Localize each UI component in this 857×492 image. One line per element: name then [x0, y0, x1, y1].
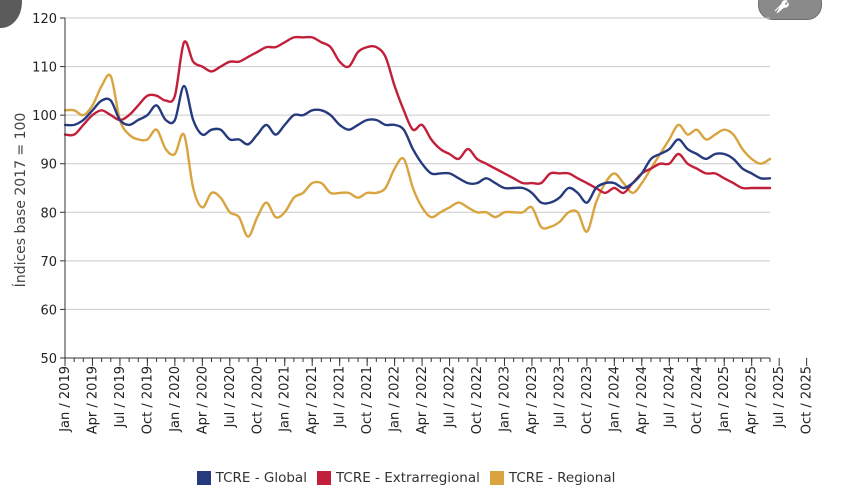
x-tick-label: Jan / 2020 — [168, 366, 183, 433]
y-tick-label: 60 — [40, 303, 57, 318]
series-line-tcre-extrarregional[interactable] — [63, 35, 772, 195]
x-tick-label: Apr / 2020 — [195, 366, 210, 434]
line-chart: 50 60 70 80 90 100 110 120 Jan / 2019 Apr / 2019… — [12, 12, 815, 434]
legend-label-extrarregional: TCRE - Extrarregional — [335, 470, 480, 486]
x-tick-label: Apr / 2024 — [635, 366, 650, 434]
x-tick-label: Jan / 2024 — [607, 366, 622, 433]
x-tick-label: Jan / 2022 — [388, 366, 403, 433]
x-tick-label: Oct / 2019 — [140, 366, 155, 434]
x-tick-label: Oct / 2024 — [690, 366, 705, 434]
legend-label-global: TCRE - Global — [215, 470, 307, 486]
x-tick-label: Jul / 2023 — [552, 366, 567, 428]
y-tick-label: 120 — [32, 12, 57, 27]
y-tick-label: 90 — [40, 158, 57, 173]
x-tick-label: Jul / 2019 — [113, 366, 128, 428]
tools-button[interactable] — [758, 0, 822, 20]
x-tick-label: Apr / 2022 — [415, 366, 430, 434]
x-tick-label: Apr / 2019 — [85, 366, 100, 434]
legend-swatch-global — [196, 471, 211, 485]
x-tick-label: Oct / 2021 — [360, 366, 375, 434]
series-lines — [63, 35, 772, 238]
x-tick-label: Oct / 2023 — [580, 366, 595, 434]
x-axis-ticks: Jan / 2019 Apr / 2019 Jul / 2019 Oct / 2019… — [58, 358, 815, 434]
x-tick-label: Oct / 2022 — [470, 366, 485, 434]
x-tick-label: Apr / 2023 — [525, 366, 540, 434]
x-tick-label: Jan / 2021 — [278, 366, 293, 433]
legend: TCRE - Global TCRE - Extrarregional TCRE… — [0, 470, 812, 486]
axes — [64, 18, 770, 359]
x-tick-label: Jul / 2024 — [662, 366, 677, 428]
y-tick-label: 70 — [40, 255, 57, 270]
legend-item-global[interactable]: TCRE - Global — [196, 470, 307, 486]
y-tick-label: 80 — [40, 206, 57, 221]
x-tick-label: Apr / 2025 — [745, 366, 760, 434]
x-tick-label: Jan / 2023 — [497, 366, 512, 433]
y-tick-label: 110 — [32, 61, 57, 76]
legend-item-extrarregional[interactable]: TCRE - Extrarregional — [316, 470, 480, 486]
x-tick-label: Jul / 2020 — [223, 366, 238, 428]
x-tick-label: Jul / 2022 — [443, 366, 458, 428]
x-tick-label: Jan / 2019 — [58, 366, 73, 433]
grid-lines — [65, 17, 770, 359]
y-tick-label: 50 — [40, 352, 57, 367]
y-tick-label: 100 — [32, 109, 57, 124]
wrench-icon — [774, 0, 789, 13]
x-tick-label: Jul / 2025 — [772, 366, 787, 428]
series-line-tcre-global[interactable] — [63, 84, 772, 205]
x-tick-label: Jan / 2025 — [717, 366, 732, 433]
x-tick-label: Oct / 2020 — [250, 366, 265, 434]
legend-label-regional: TCRE - Regional — [508, 470, 616, 486]
y-axis-label: Índices base 2017 = 100 — [12, 113, 29, 288]
y-axis-ticks: 50 60 70 80 90 100 110 120 — [32, 12, 65, 367]
legend-swatch-extrarregional — [316, 471, 331, 485]
x-tick-label: Oct / 2025 — [800, 366, 815, 434]
x-tick-label: Jul / 2021 — [333, 366, 348, 428]
legend-swatch-regional — [489, 471, 504, 485]
x-tick-label: Apr / 2021 — [305, 366, 320, 434]
legend-item-regional[interactable]: TCRE - Regional — [489, 470, 616, 486]
